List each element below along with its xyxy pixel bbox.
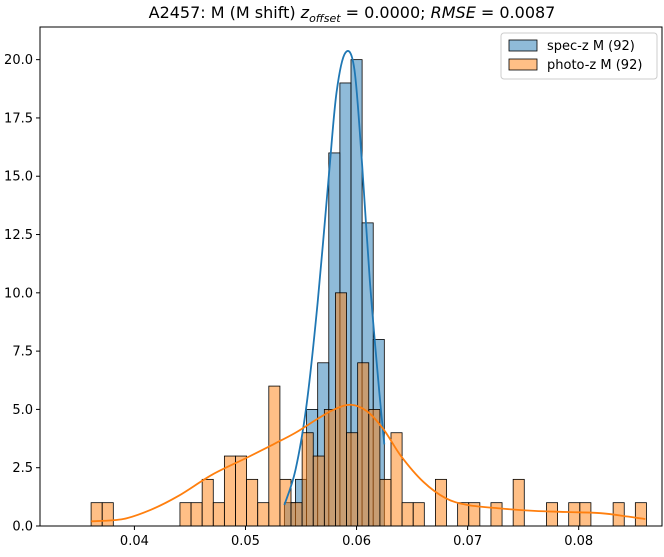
legend-swatch xyxy=(508,58,538,71)
y-tick-label: 0.0 xyxy=(12,520,33,535)
x-tick-label: 0.05 xyxy=(231,534,260,549)
bar xyxy=(312,455,325,527)
legend-label: spec-z M (92) xyxy=(547,39,635,54)
bar xyxy=(268,385,281,527)
x-axis: 0.04 0.05 0.06 0.07 0.08 xyxy=(120,526,593,549)
legend-swatch xyxy=(508,39,538,52)
bar xyxy=(101,502,114,527)
bar xyxy=(90,502,103,527)
kde-line-0 xyxy=(283,50,386,506)
legend-box xyxy=(500,32,658,80)
bar xyxy=(457,502,470,527)
x-tick-label: 0.06 xyxy=(342,534,371,549)
bar xyxy=(634,502,647,527)
y-tick-label: 20.0 xyxy=(4,53,33,68)
bar xyxy=(412,502,425,527)
bar xyxy=(390,432,403,527)
y-tick-label: 10.0 xyxy=(4,286,33,301)
bar xyxy=(201,478,214,527)
bar xyxy=(290,502,303,527)
legend-label: photo-z M (92) xyxy=(547,58,642,73)
x-tick-label: 0.08 xyxy=(564,534,593,549)
bar xyxy=(379,478,392,527)
y-tick-label: 17.5 xyxy=(4,111,33,126)
x-tick-label: 0.04 xyxy=(120,534,149,549)
chart-title: A2457: M (M shift) zoffset = 0.0000; RMS… xyxy=(149,3,556,25)
bar xyxy=(301,432,314,527)
bar xyxy=(546,502,558,527)
kde-line-1 xyxy=(91,403,646,523)
bar xyxy=(235,455,248,527)
bars xyxy=(90,59,647,527)
legend: spec-z M (92) photo-z M (92) xyxy=(500,32,658,80)
bar xyxy=(490,502,503,527)
bar xyxy=(579,502,592,527)
bar xyxy=(257,502,270,527)
bar xyxy=(368,409,381,527)
y-axis: 0.0 2.5 5.0 7.5 10.0 12.5 15.0 17.5 20.0 xyxy=(4,53,40,535)
bar xyxy=(568,502,581,527)
bar xyxy=(357,362,370,527)
plot-area xyxy=(90,50,647,527)
y-tick-label: 2.5 xyxy=(12,461,33,476)
bar xyxy=(401,502,414,527)
x-tick-label: 0.07 xyxy=(453,534,482,549)
bar xyxy=(212,502,225,527)
y-tick-label: 12.5 xyxy=(4,228,33,243)
bar xyxy=(335,292,347,527)
bar xyxy=(346,432,359,527)
y-tick-label: 5.0 xyxy=(12,403,33,418)
y-tick-label: 15.0 xyxy=(4,170,33,185)
bar xyxy=(323,409,336,527)
bar xyxy=(512,478,525,527)
kde-curves xyxy=(91,50,646,523)
bar xyxy=(179,502,192,527)
bar xyxy=(190,502,203,527)
bar xyxy=(246,478,259,527)
bar xyxy=(435,478,447,527)
axes-frame xyxy=(39,26,663,527)
y-tick-label: 7.5 xyxy=(12,345,33,360)
